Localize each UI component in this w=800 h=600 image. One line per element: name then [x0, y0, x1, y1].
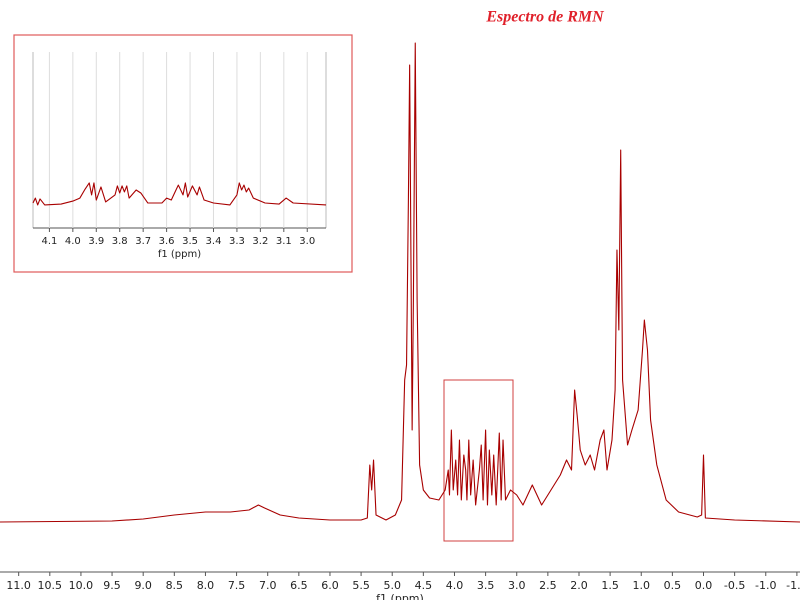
x-tick-label: 3.7: [135, 236, 151, 247]
x-tick-label: -1.5: [786, 579, 800, 592]
x-tick-label: 3.5: [477, 579, 495, 592]
chart-title: Espectro de RMN: [485, 9, 605, 26]
x-tick-label: 4.5: [415, 579, 433, 592]
x-tick-label: 1.0: [632, 579, 650, 592]
x-tick-label: 5.0: [383, 579, 401, 592]
x-tick-label: 7.0: [259, 579, 277, 592]
x-tick-label: 9.5: [103, 579, 121, 592]
x-tick-label: 3.2: [252, 236, 268, 247]
x-tick-label: 3.3: [229, 236, 245, 247]
x-tick-label: 1.5: [601, 579, 619, 592]
x-tick-label: 9.0: [134, 579, 152, 592]
x-tick-label: 2.5: [539, 579, 557, 592]
x-tick-label: 3.1: [276, 236, 292, 247]
x-tick-label: 4.1: [41, 236, 57, 247]
x-tick-label: 3.0: [508, 579, 526, 592]
x-tick-label: 0.5: [664, 579, 682, 592]
x-tick-label: 0.0: [695, 579, 713, 592]
x-tick-label: 7.5: [228, 579, 246, 592]
x-tick-label: 11.0: [6, 579, 31, 592]
x-tick-label: 3.6: [159, 236, 175, 247]
x-tick-label: -1.0: [755, 579, 776, 592]
spectrum-line: [32, 182, 327, 206]
x-tick-label: 6.5: [290, 579, 308, 592]
x-tick-label: 4.0: [446, 579, 464, 592]
x-tick-label: 3.0: [299, 236, 315, 247]
zoom-region: [443, 379, 514, 542]
x-tick-label: 3.8: [112, 236, 128, 247]
spectrum-line: [0, 42, 800, 523]
x-tick-label: 8.0: [197, 579, 215, 592]
x-tick-label: 5.5: [352, 579, 370, 592]
x-tick-label: 10.0: [69, 579, 94, 592]
x-axis-label: f1 (ppm): [158, 249, 201, 260]
x-tick-label: -0.5: [724, 579, 745, 592]
x-tick-label: 3.4: [206, 236, 222, 247]
x-axis-label: f1 (ppm): [376, 592, 424, 600]
x-tick-label: 2.0: [570, 579, 588, 592]
x-tick-label: 6.0: [321, 579, 339, 592]
x-tick-label: 10.5: [38, 579, 63, 592]
inset-frame: [13, 34, 353, 273]
x-tick-label: 4.0: [65, 236, 81, 247]
x-tick-label: 3.5: [182, 236, 198, 247]
x-tick-label: 3.9: [88, 236, 104, 247]
x-tick-label: 8.5: [166, 579, 184, 592]
